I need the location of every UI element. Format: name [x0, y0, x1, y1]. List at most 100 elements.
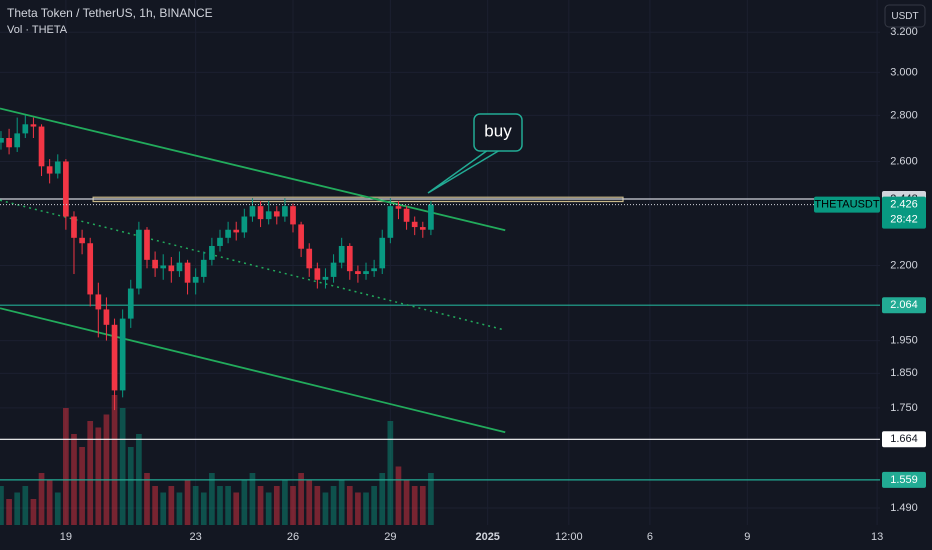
plot-area [0, 107, 880, 525]
y-tick-label: 3.200 [890, 26, 918, 38]
candle-body [395, 206, 402, 209]
candle-body [87, 243, 94, 295]
volume-bar [395, 466, 402, 525]
volume-bar [306, 479, 313, 525]
candle-body [79, 237, 85, 244]
buy-callout: buy [427, 113, 523, 194]
candle-body [184, 262, 191, 283]
level-label-bg [882, 431, 926, 448]
candle-body [200, 259, 207, 277]
level-label: 1.559 [890, 474, 918, 486]
candle-body [14, 133, 21, 148]
candle-body [355, 271, 361, 275]
volume-bar [428, 473, 434, 525]
currency-button[interactable] [884, 4, 926, 28]
volume-bar [119, 408, 126, 525]
candle-body [119, 318, 126, 391]
candle-body [30, 124, 37, 127]
x-tick-label: 23 [190, 531, 202, 543]
y-tick-label: 1.950 [890, 334, 918, 346]
candle-body [192, 276, 199, 283]
y-tick-label: 3.000 [890, 66, 918, 78]
volume-bar [225, 486, 231, 525]
level-label-bg [882, 297, 926, 314]
x-axis: 19 23 26 29 2025 12:00 6 9 13 [60, 531, 883, 543]
candle-body [306, 248, 313, 269]
candle-body [127, 288, 134, 319]
volume-bar [152, 486, 158, 525]
candle-body [265, 211, 272, 220]
x-tick-label: 13 [871, 531, 883, 543]
candle-body [346, 245, 353, 272]
x-tick-label: 6 [647, 531, 653, 543]
volume-bar [257, 486, 264, 525]
x-tick-label: 2025 [475, 531, 499, 543]
volume-bar [330, 486, 337, 525]
grid [0, 0, 880, 525]
candle-body [322, 276, 329, 280]
candle-body [217, 237, 223, 246]
volume-bar [387, 421, 394, 525]
x-tick-label: 19 [60, 531, 72, 543]
volume-bar [63, 408, 69, 525]
y-tick-label: 2.600 [890, 155, 918, 167]
candle-body [419, 227, 426, 230]
volume-bar [403, 479, 410, 525]
last-price-label: 2.426 [890, 199, 918, 211]
volume-bar [233, 492, 240, 525]
candle-body [387, 206, 394, 238]
volume-bar [282, 479, 288, 525]
callout-box [473, 113, 523, 152]
candle-body [282, 206, 288, 217]
candle-body [314, 268, 321, 280]
volume-bar [22, 486, 29, 525]
candle-body [136, 229, 142, 289]
level-label: 1.664 [890, 433, 918, 445]
x-tick-label: 26 [287, 531, 299, 543]
candle-body [249, 206, 256, 217]
candle-body [338, 245, 345, 263]
annotation: buy [484, 121, 512, 140]
candle-body [71, 216, 77, 238]
candle-body [233, 229, 240, 233]
candle-body [111, 324, 118, 391]
candle-body [379, 237, 386, 269]
volume-bar [290, 486, 296, 525]
volume-bar [346, 486, 353, 525]
candle-body [160, 265, 167, 269]
candle-body [257, 206, 264, 220]
y-tick-label: 1.490 [890, 502, 918, 514]
countdown: 28:42 [890, 214, 918, 226]
symbol-label-bg [814, 196, 880, 213]
volume-bar [265, 492, 272, 525]
candle-body [209, 245, 215, 260]
volume-bar [0, 486, 4, 525]
trend-line [0, 107, 506, 232]
volume-bar [95, 427, 102, 525]
candle-body [22, 124, 29, 134]
volume-bar [46, 479, 53, 525]
volume-bar [209, 473, 215, 525]
x-tick-label: 12:00 [555, 531, 583, 543]
candle-body [403, 208, 410, 222]
volume-bar [217, 486, 223, 525]
axes: 3.200 3.000 2.800 2.600 2.200 1.950 1.850 1.750… [60, 26, 926, 543]
y-tick-label: 2.800 [890, 109, 918, 121]
candle-body [411, 221, 418, 228]
candle-body [298, 224, 304, 249]
volume-bar [338, 479, 345, 525]
subtitle: Vol · THETA [7, 24, 68, 36]
candle-body [63, 161, 69, 217]
volume-bar [103, 414, 110, 525]
volume-bar [87, 421, 94, 525]
candle-body [371, 268, 377, 272]
currency-label[interactable]: USDT [891, 11, 918, 22]
volume-bar [111, 395, 118, 525]
last-price-bg [882, 196, 926, 229]
volume-bar [314, 486, 321, 525]
volume-bar [371, 486, 377, 525]
chart-title: Theta Token / TetherUS, 1h, BINANCE [7, 6, 213, 20]
symbol-label: THETAUSDT [814, 199, 879, 211]
volume-bar [200, 492, 207, 525]
